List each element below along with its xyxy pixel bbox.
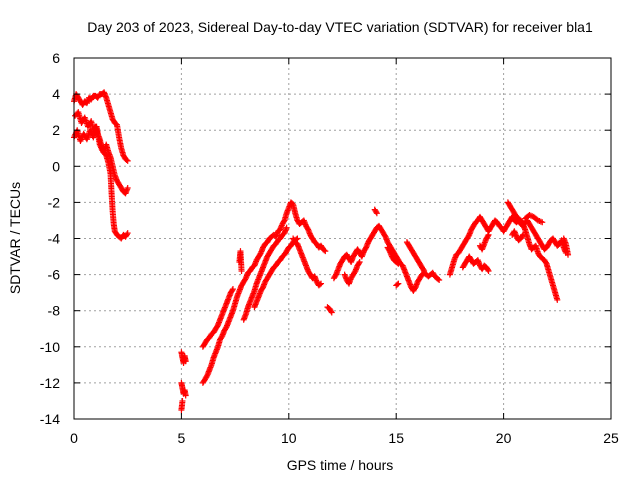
y-tick-label: -10 (40, 339, 60, 355)
data-point (394, 259, 401, 266)
y-tick-label: -12 (40, 375, 60, 391)
data-point (373, 210, 380, 217)
data-point (484, 233, 491, 240)
data-point (238, 267, 245, 274)
x-tick-label: 20 (496, 430, 512, 446)
y-tick-label: 0 (52, 158, 60, 174)
data-point (373, 209, 380, 216)
data-point (124, 230, 131, 237)
data-point (420, 266, 427, 273)
data-point (519, 233, 526, 240)
data-point (321, 247, 328, 254)
y-tick-label: -6 (48, 267, 61, 283)
data-point (421, 267, 428, 274)
data-point (484, 266, 491, 273)
data-point (283, 224, 290, 231)
data-point (328, 309, 335, 316)
y-tick-label: -14 (40, 411, 60, 427)
y-axis-label: SDTVAR / TECUs (7, 182, 23, 294)
data-points (71, 89, 572, 413)
data-point (182, 392, 189, 399)
x-axis-ticks: 0 5 10 15 20 25 (70, 58, 619, 446)
x-tick-label: 15 (388, 430, 404, 446)
y-tick-label: -8 (48, 303, 61, 319)
data-point (435, 276, 442, 283)
data-point (322, 248, 329, 255)
data-point (316, 281, 323, 288)
x-axis-label: GPS time / hours (287, 457, 394, 473)
y-tick-label: 6 (52, 50, 60, 66)
x-tick-label: 25 (603, 430, 619, 446)
data-point (485, 267, 492, 274)
data-point (485, 231, 492, 238)
data-point (318, 280, 325, 287)
data-point (565, 251, 572, 258)
data-point (124, 184, 131, 191)
y-tick-label: 4 (52, 86, 60, 102)
data-point (355, 260, 362, 267)
x-tick-label: 5 (178, 430, 186, 446)
data-point (395, 260, 402, 267)
data-point (542, 259, 549, 266)
y-axis-ticks: -14 -12 -10 -8 -6 -4 -2 0 2 4 6 (40, 50, 611, 427)
data-point (124, 157, 131, 164)
data-point (280, 218, 287, 225)
data-point (356, 258, 363, 265)
chart-title: Day 203 of 2023, Sidereal Day-to-day VTE… (87, 19, 593, 35)
x-tick-label: 10 (281, 430, 297, 446)
data-point (328, 308, 335, 315)
data-point (554, 296, 561, 303)
data-point (394, 281, 401, 288)
x-tick-label: 0 (70, 430, 78, 446)
data-point (229, 287, 236, 294)
data-point (539, 219, 546, 226)
data-point (436, 277, 443, 284)
data-point (182, 358, 189, 365)
data-point (229, 286, 236, 293)
y-tick-label: 2 (52, 122, 60, 138)
data-point (123, 231, 130, 238)
y-tick-label: -4 (48, 231, 61, 247)
y-tick-label: -2 (48, 194, 61, 210)
data-point (519, 231, 526, 238)
data-point (123, 156, 130, 163)
data-point (395, 280, 402, 287)
data-point (179, 397, 186, 404)
